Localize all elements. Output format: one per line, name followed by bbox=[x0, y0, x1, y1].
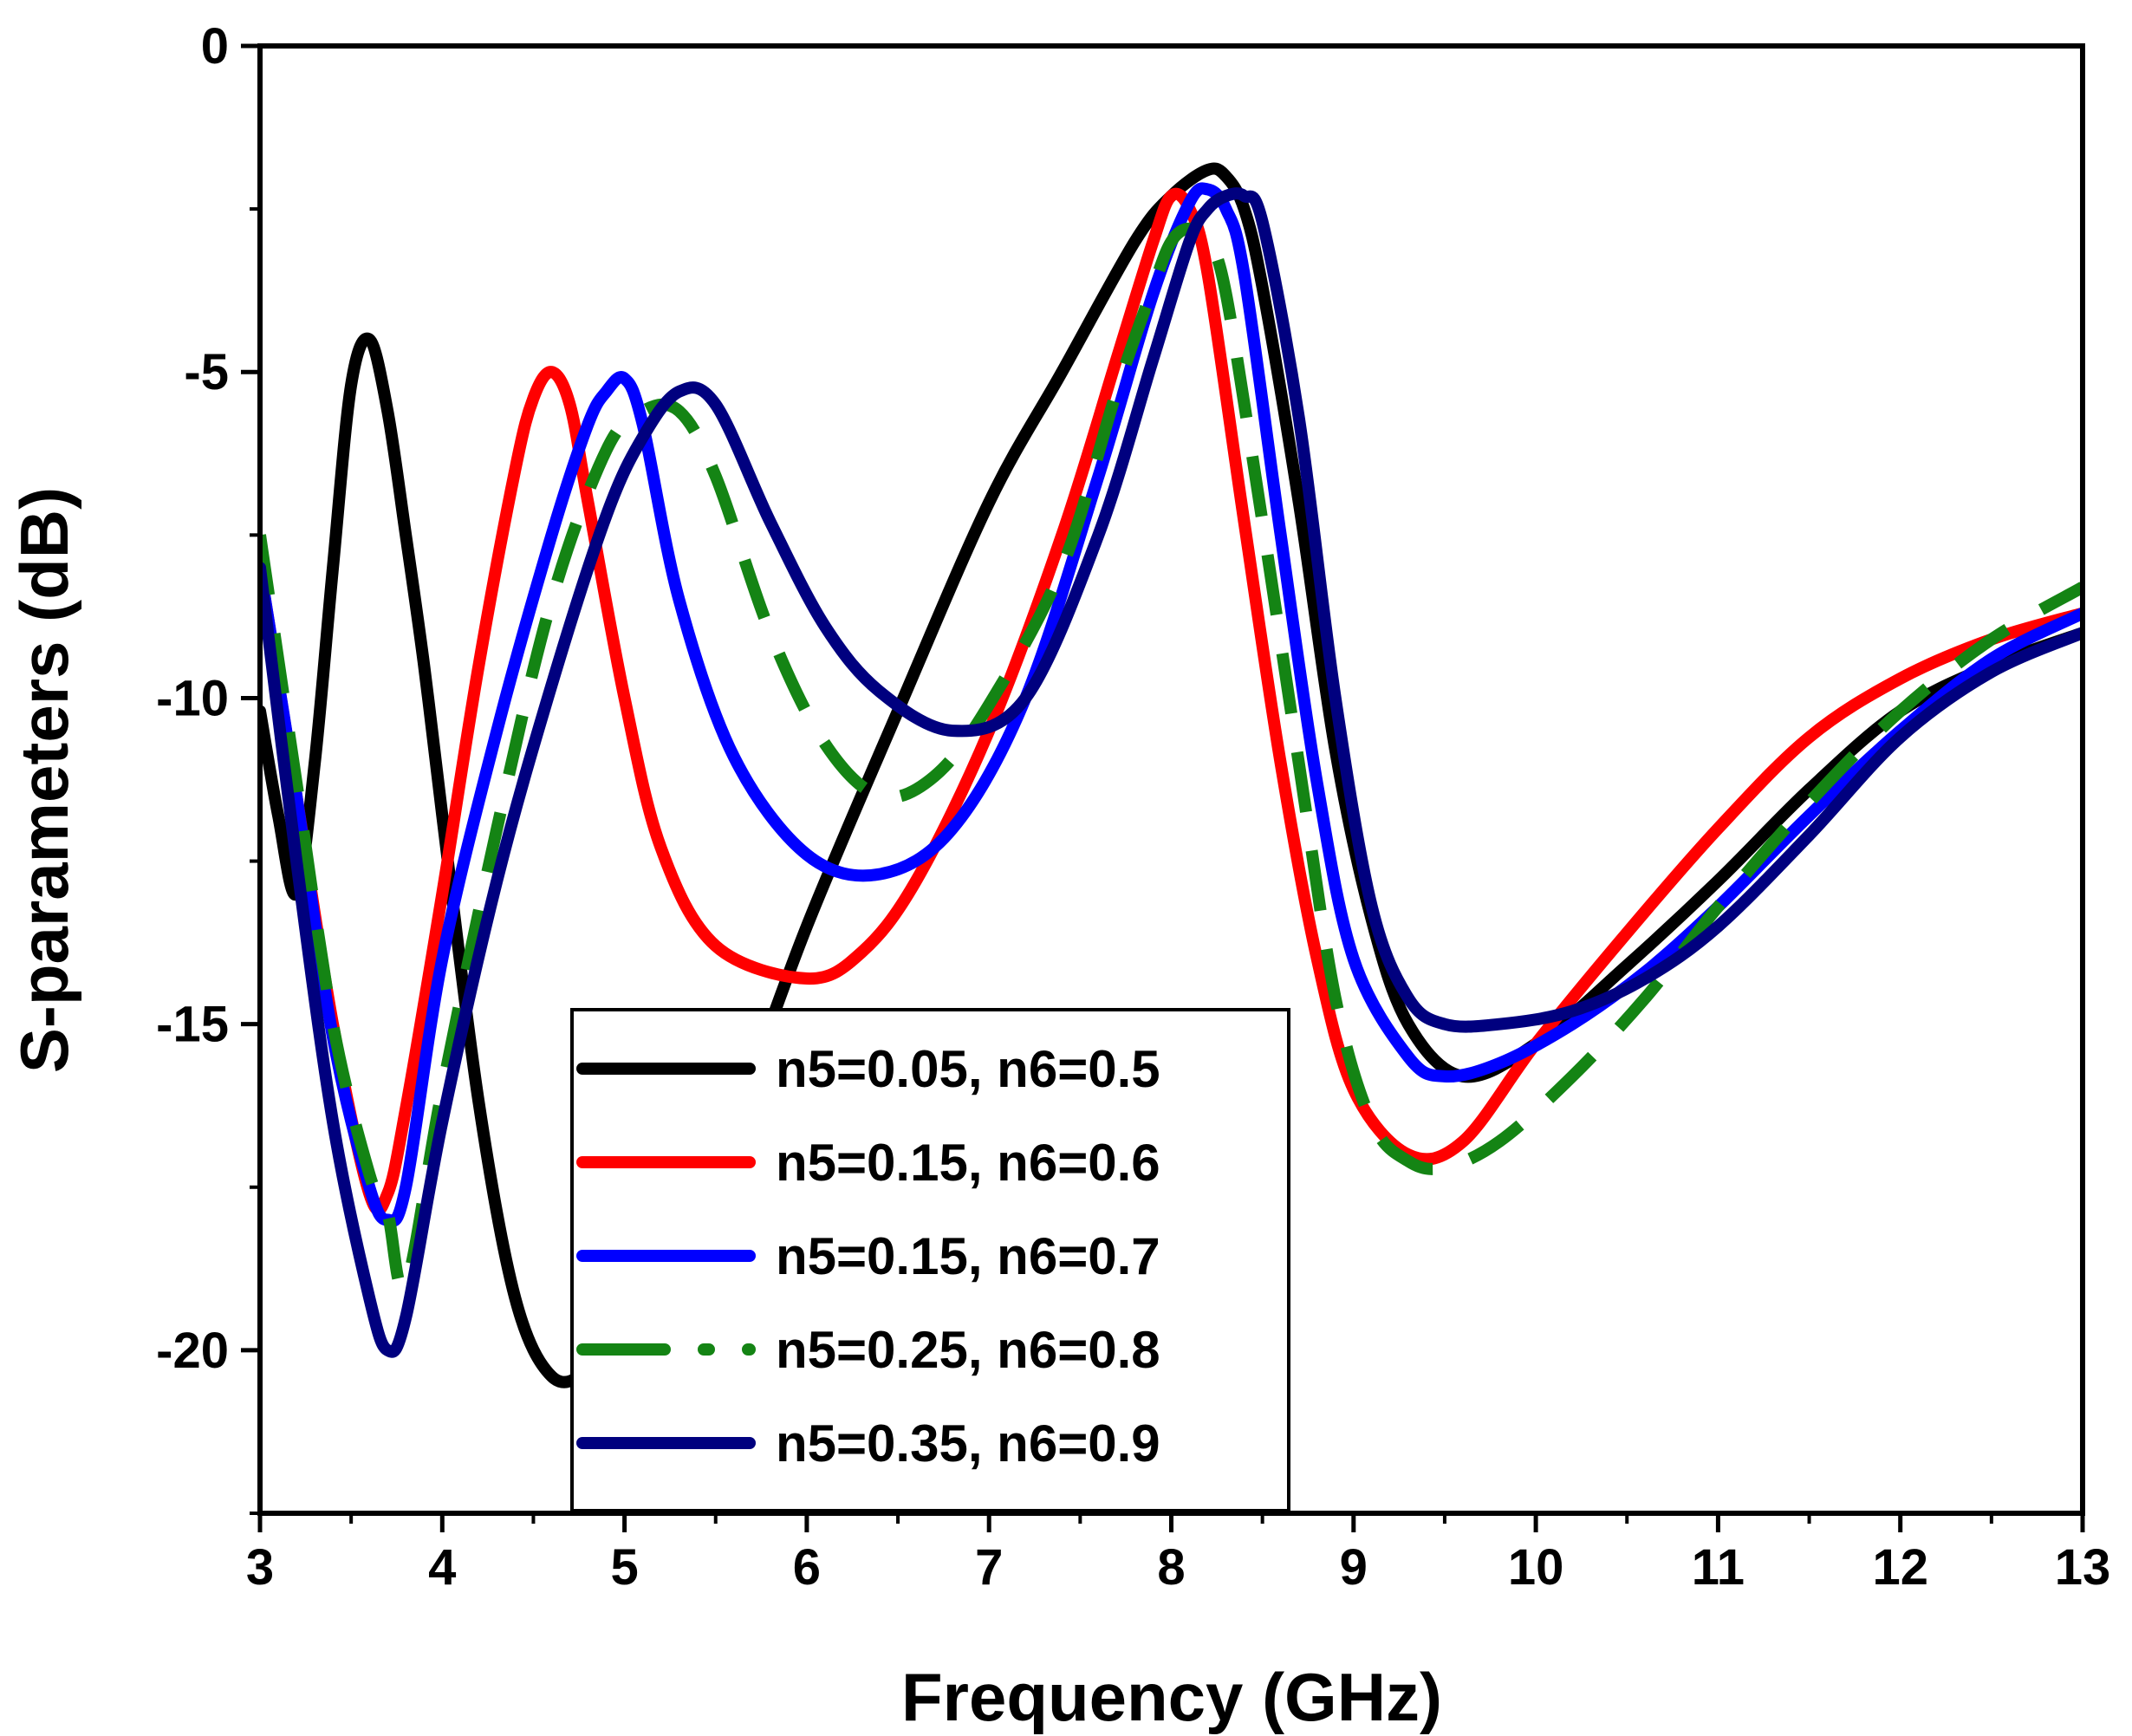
legend: n5=0.05, n6=0.5 n5=0.15, n6=0.6 n5=0.15, n… bbox=[570, 1008, 1290, 1512]
tick-labels: 3 4 5 6 7 8 9 10 11 12 13 0 -5 -10 -15 -20 bbox=[156, 18, 2110, 1596]
y-tick-label: -20 bbox=[156, 1323, 229, 1379]
x-tick-label: 8 bbox=[1157, 1539, 1185, 1596]
x-tick-label: 10 bbox=[1508, 1539, 1564, 1596]
legend-label-5: n5=0.35, n6=0.9 bbox=[776, 1414, 1160, 1473]
x-tick-label: 13 bbox=[2055, 1539, 2111, 1596]
series-layer bbox=[260, 162, 2083, 1388]
y-tick-label: 0 bbox=[201, 18, 229, 75]
y-axis-title: S-parameters (dB) bbox=[6, 487, 82, 1073]
x-tick-label: 11 bbox=[1692, 1539, 1745, 1596]
legend-label-4: n5=0.25, n6=0.8 bbox=[776, 1321, 1160, 1379]
x-tick-label: 3 bbox=[246, 1539, 274, 1596]
x-tick-label: 7 bbox=[975, 1539, 1003, 1596]
x-tick-label: 12 bbox=[1872, 1539, 1928, 1596]
series-line-4 bbox=[260, 222, 2083, 1295]
legend-label-2: n5=0.15, n6=0.6 bbox=[776, 1134, 1160, 1192]
y-tick-label: -15 bbox=[156, 997, 229, 1053]
x-tick-label: 6 bbox=[793, 1539, 821, 1596]
x-tick-label: 9 bbox=[1340, 1539, 1368, 1596]
x-tick-label: 4 bbox=[428, 1539, 456, 1596]
y-tick-label: -10 bbox=[156, 670, 229, 726]
legend-label-3: n5=0.15, n6=0.7 bbox=[776, 1227, 1160, 1285]
legend-label-1: n5=0.05, n6=0.5 bbox=[776, 1040, 1160, 1098]
y-tick-label: -5 bbox=[184, 344, 229, 400]
x-tick-label: 5 bbox=[610, 1539, 638, 1596]
series-line-5 bbox=[260, 187, 2083, 1358]
x-axis-title: Frequency (GHz) bbox=[901, 1659, 1442, 1735]
legend-items: n5=0.05, n6=0.5 n5=0.15, n6=0.6 n5=0.15, n… bbox=[576, 1040, 1160, 1473]
ticks-layer bbox=[241, 43, 2085, 1532]
series-line-2 bbox=[260, 187, 2083, 1217]
